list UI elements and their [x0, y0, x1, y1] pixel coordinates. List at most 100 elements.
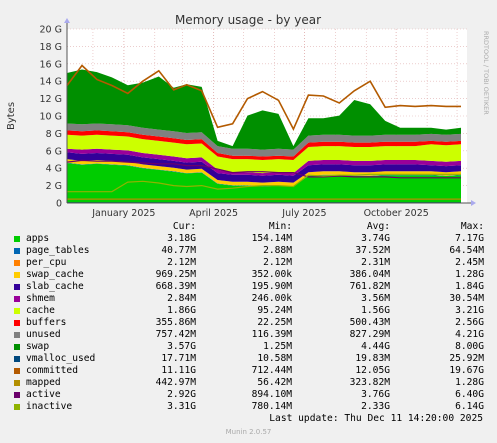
legend-min: 894.10M — [251, 389, 292, 400]
legend-row-mapped: mapped 442.97M 56.42M 323.82M 1.28G — [0, 377, 497, 389]
y-tick-label: 4 G — [46, 164, 62, 175]
area-buffers — [67, 130, 461, 160]
x-tick-label: October 2025 — [364, 208, 429, 219]
legend-name: apps — [26, 233, 50, 244]
legend-name: vmalloc_used — [26, 353, 96, 364]
legend-swatch — [14, 260, 20, 266]
legend-name: swap — [26, 341, 50, 352]
area-shmem — [67, 148, 461, 176]
legend-cur: 355.86M — [155, 317, 196, 328]
legend-name: mapped — [26, 377, 61, 388]
legend-cur: 2.12M — [167, 257, 196, 268]
y-tick-label: 6 G — [46, 146, 62, 157]
legend-row-inactive: inactive 3.31G 780.14M 2.33G 6.14G — [0, 401, 497, 413]
legend-row-slab-cache: slab_cache 668.39M 195.90M 761.82M 1.84G — [0, 281, 497, 293]
legend-avg: 2.33G — [361, 401, 390, 412]
legend-avg: 761.82M — [349, 281, 390, 292]
legend-row-active: active 2.92G 894.10M 3.76G 6.40G — [0, 389, 497, 401]
legend-max: 25.92M — [449, 353, 484, 364]
legend-avg: 500.43M — [349, 317, 390, 328]
legend: Cur: Min: Avg: Max: apps 3.18G 154.14M 3.74… — [0, 221, 497, 413]
legend-swatch — [14, 380, 20, 386]
y-axis-label: Bytes — [6, 102, 17, 130]
area-slab-cache — [67, 152, 461, 183]
legend-cur: 2.92G — [167, 389, 196, 400]
legend-max: 2.45M — [455, 257, 484, 268]
y-tick-label: 0 — [56, 199, 62, 210]
legend-cur: 3.31G — [167, 401, 196, 412]
legend-swatch — [14, 308, 20, 314]
legend-row-shmem: shmem 2.84M 246.00k 3.56M 30.54M — [0, 293, 497, 305]
legend-row-unused: unused 757.42M 116.39M 827.29M 4.21G — [0, 329, 497, 341]
legend-swatch — [14, 296, 20, 302]
legend-name: buffers — [26, 317, 67, 328]
y-tick-label: 20 G — [40, 25, 62, 36]
legend-header-cur: Cur: — [172, 221, 196, 232]
legend-min: 95.24M — [257, 305, 292, 316]
legend-name: committed — [26, 365, 78, 376]
area-cache — [67, 134, 461, 174]
legend-avg: 4.44G — [361, 341, 390, 352]
legend-max: 1.28G — [455, 269, 484, 280]
legend-avg: 37.52M — [355, 245, 390, 256]
legend-min: 2.88M — [263, 245, 292, 256]
legend-max: 64.54M — [449, 245, 484, 256]
legend-avg: 386.04M — [349, 269, 390, 280]
legend-row-cache: cache 1.86G 95.24M 1.56G 3.21G — [0, 305, 497, 317]
legend-min: 56.42M — [257, 377, 292, 388]
legend-name: inactive — [26, 401, 73, 412]
legend-name: active — [26, 389, 61, 400]
legend-avg: 1.56G — [361, 305, 390, 316]
y-tick-label: 12 G — [40, 94, 62, 105]
legend-row-buffers: buffers 355.86M 22.25M 500.43M 2.56G — [0, 317, 497, 329]
legend-min: 712.44M — [251, 365, 292, 376]
legend-row-vmalloc-used: vmalloc_used 17.71M 10.58M 19.83M 25.92M — [0, 353, 497, 365]
y-tick-label: 8 G — [46, 129, 62, 140]
legend-row-page-tables: page_tables 40.77M 2.88M 37.52M 64.54M — [0, 245, 497, 257]
legend-min: 352.00k — [251, 269, 292, 280]
legend-avg: 3.56M — [361, 293, 390, 304]
rrdtool-watermark: RRDTOOL / TOBI OETIKER — [482, 31, 490, 115]
legend-swatch — [14, 332, 20, 338]
legend-cur: 3.57G — [167, 341, 196, 352]
line-inactive — [67, 173, 461, 193]
legend-swatch — [14, 392, 20, 398]
legend-min: 10.58M — [257, 353, 292, 364]
legend-name: cache — [26, 305, 55, 316]
legend-name: per_cpu — [26, 257, 67, 268]
legend-avg: 323.82M — [349, 377, 390, 388]
y-tick-label: 16 G — [40, 59, 62, 70]
legend-swatch — [14, 236, 20, 242]
x-tick-label: January 2025 — [91, 208, 155, 219]
legend-swatch — [14, 368, 20, 374]
legend-avg: 19.83M — [355, 353, 390, 364]
legend-max: 30.54M — [449, 293, 484, 304]
munin-version: Munin 2.0.57 — [225, 428, 272, 436]
legend-max: 3.21G — [455, 305, 484, 316]
legend-min: 195.90M — [251, 281, 292, 292]
legend-cur: 757.42M — [155, 329, 196, 340]
y-axis-arrow — [64, 18, 70, 23]
y-tick-label: 10 G — [40, 112, 62, 123]
legend-name: unused — [26, 329, 61, 340]
line-committed — [66, 64, 461, 131]
chart-title: Memory usage - by year — [175, 13, 321, 27]
legend-max: 19.67G — [449, 365, 484, 376]
legend-avg: 2.31M — [361, 257, 390, 268]
area-swap — [67, 69, 461, 150]
legend-cur: 668.39M — [155, 281, 196, 292]
legend-name: slab_cache — [26, 281, 84, 292]
area-apps — [67, 163, 461, 203]
legend-row-per-cpu: per_cpu 2.12M 2.12M 2.31M 2.45M — [0, 257, 497, 269]
legend-max: 1.28G — [455, 377, 484, 388]
legend-row-swap: swap 3.57G 1.25M 4.44G 8.00G — [0, 341, 497, 353]
legend-cur: 442.97M — [155, 377, 196, 388]
legend-cur: 3.18G — [167, 233, 196, 244]
legend-header-avg: Avg: — [366, 221, 390, 232]
legend-avg: 3.74G — [361, 233, 390, 244]
legend-min: 116.39M — [251, 329, 292, 340]
x-tick-label: April 2025 — [189, 208, 238, 219]
legend-avg: 12.05G — [355, 365, 390, 376]
legend-swatch — [14, 320, 20, 326]
legend-max: 8.00G — [455, 341, 484, 352]
